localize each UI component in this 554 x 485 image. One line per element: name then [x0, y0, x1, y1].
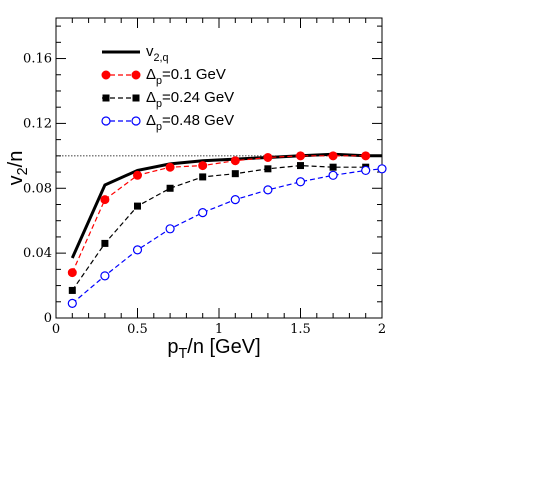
data-point [133, 170, 142, 180]
series-group [67, 151, 387, 309]
legend-entry: Δp=0.48 GeV [101, 112, 234, 133]
axis-ticks: 0 0.5 1 1.5 2 0 0.04 0.08 0.12 0.16 [23, 18, 386, 337]
data-point [166, 184, 174, 192]
data-point [296, 151, 305, 161]
data-point [101, 70, 111, 80]
x-tick-label: 0 [52, 322, 60, 337]
data-point [67, 268, 77, 278]
y-tick-label: 0.12 [23, 116, 52, 131]
data-point [198, 161, 208, 171]
data-point [295, 177, 306, 187]
data-point [131, 70, 141, 80]
legend-label: Δp=0.24 GeV [146, 89, 234, 110]
x-tick-label: 0.5 [127, 322, 148, 337]
data-point [134, 202, 141, 210]
data-point [297, 162, 304, 170]
y-tick-label: 0.08 [23, 181, 52, 196]
series-1 [67, 151, 371, 278]
x-tick-label: 2 [378, 322, 386, 337]
data-point [264, 165, 272, 173]
data-point [198, 207, 208, 218]
data-point [100, 271, 110, 281]
data-point [131, 116, 141, 126]
data-point [132, 245, 143, 255]
data-point [263, 185, 273, 195]
data-point [68, 286, 76, 294]
legend-label: Δp=0.48 GeV [146, 112, 234, 133]
y-tick-label: 0.16 [23, 52, 52, 67]
data-point [230, 156, 240, 166]
data-point [102, 94, 110, 102]
data-point [199, 173, 207, 181]
data-point [67, 298, 77, 309]
data-point [231, 170, 239, 178]
data-point [377, 164, 387, 174]
axis-titles: pT/n [GeV] v2/n [5, 151, 261, 362]
data-point [101, 116, 111, 126]
data-point [132, 94, 140, 102]
data-point [329, 163, 337, 171]
legend-label: v2,q [146, 43, 169, 64]
y-axis-title: v2/n [5, 151, 31, 186]
x-tick-label: 1.5 [290, 322, 311, 337]
series-line [71, 155, 366, 273]
data-point [328, 170, 338, 180]
y-tick-label: 0.04 [23, 246, 52, 261]
data-point [328, 151, 338, 161]
data-point [101, 239, 109, 247]
x-axis-title: pT/n [GeV] [167, 336, 260, 362]
data-point [100, 195, 110, 205]
legend-label: Δp=0.1 GeV [146, 66, 226, 87]
data-point [263, 152, 273, 162]
x-tick-label: 1 [215, 322, 223, 337]
data-point [165, 162, 175, 172]
data-point [230, 195, 240, 205]
legend-entry: Δp=0.1 GeV [101, 66, 226, 87]
legend-entry: v2,q [102, 43, 169, 64]
legend-entry: Δp=0.24 GeV [102, 89, 234, 110]
data-point [361, 151, 371, 161]
data-point [165, 224, 175, 234]
series-line [71, 164, 366, 291]
y-tick-label: 0 [44, 311, 52, 326]
data-point [361, 165, 371, 176]
series-3 [67, 164, 387, 309]
